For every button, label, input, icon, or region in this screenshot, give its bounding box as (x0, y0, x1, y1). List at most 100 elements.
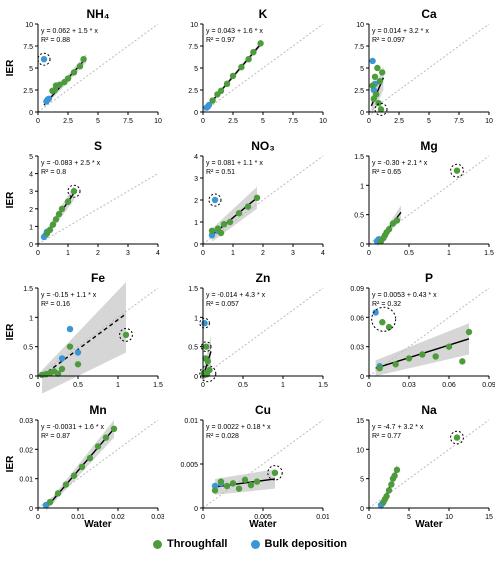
svg-text:0.06: 0.06 (442, 382, 456, 389)
panel-Ca: 02.557.51002.557.510Cay = 0.014 + 3.2 * … (335, 6, 495, 134)
svg-text:1.5: 1.5 (354, 154, 364, 161)
svg-text:S: S (94, 139, 102, 153)
svg-text:0.09: 0.09 (350, 286, 364, 293)
svg-text:R² = 0.32: R² = 0.32 (372, 301, 401, 308)
svg-text:10: 10 (319, 118, 327, 125)
svg-text:0.01: 0.01 (19, 477, 33, 484)
panel-Mn: 00.010.020.0300.010.020.03Mny = -0.0031 … (4, 402, 164, 530)
svg-text:0: 0 (367, 250, 371, 257)
svg-text:0: 0 (36, 118, 40, 125)
panel-S: 01234012345Sy = -0.083 + 2.5 * xR² = 0.8… (4, 138, 164, 266)
svg-text:0: 0 (29, 374, 33, 381)
svg-text:R² = 0.8: R² = 0.8 (41, 169, 66, 176)
svg-text:0.5: 0.5 (238, 382, 248, 389)
panel-Mg: 00.511.500.511.5Mgy = -0.30 + 2.1 * xR² … (335, 138, 495, 266)
svg-text:2: 2 (194, 198, 198, 205)
svg-text:y = -0.15 + 1.1 * x: y = -0.15 + 1.1 * x (41, 292, 97, 299)
svg-text:10: 10 (485, 118, 493, 125)
svg-text:0.06: 0.06 (350, 315, 364, 322)
svg-text:1: 1 (29, 224, 33, 231)
svg-text:0.5: 0.5 (23, 345, 33, 352)
svg-text:R² = 0.097: R² = 0.097 (372, 37, 405, 44)
svg-text:10: 10 (154, 118, 162, 125)
svg-text:4: 4 (321, 250, 325, 257)
svg-text:5: 5 (29, 154, 33, 161)
svg-text:1: 1 (116, 382, 120, 389)
svg-text:y = 0.0053 + 0.43 * x: y = 0.0053 + 0.43 * x (372, 292, 437, 299)
svg-text:7.5: 7.5 (354, 44, 364, 51)
svg-text:7.5: 7.5 (23, 44, 33, 51)
svg-text:0: 0 (201, 514, 205, 521)
legend: Throughfall Bulk deposition (0, 534, 500, 556)
svg-text:5: 5 (261, 118, 265, 125)
svg-text:2: 2 (96, 250, 100, 257)
svg-text:0: 0 (201, 118, 205, 125)
svg-text:R² = 0.88: R² = 0.88 (41, 37, 70, 44)
svg-text:10: 10 (445, 514, 453, 521)
svg-text:5: 5 (407, 514, 411, 521)
svg-text:1: 1 (231, 250, 235, 257)
svg-text:10: 10 (191, 22, 199, 29)
panel-NO₃: 0123401234NO₃y = 0.081 + 1.1 * xR² = 0.5… (169, 138, 329, 266)
svg-text:1: 1 (29, 315, 33, 322)
svg-text:10: 10 (356, 22, 364, 29)
svg-text:y = 0.0022 + 0.18 * x: y = 0.0022 + 0.18 * x (206, 424, 271, 431)
svg-text:7.5: 7.5 (189, 44, 199, 51)
panel-NH₄: 02.557.51002.557.510NH₄y = 0.062 + 1.5 *… (4, 6, 164, 134)
svg-text:y = 0.043 + 1.6 * x: y = 0.043 + 1.6 * x (206, 28, 263, 35)
svg-text:0.03: 0.03 (19, 418, 33, 425)
svg-text:R² = 0.77: R² = 0.77 (372, 433, 401, 440)
svg-text:5: 5 (96, 118, 100, 125)
svg-text:1.5: 1.5 (189, 286, 199, 293)
svg-text:2.5: 2.5 (189, 88, 199, 95)
svg-text:2.5: 2.5 (63, 118, 73, 125)
svg-text:1.5: 1.5 (153, 382, 163, 389)
svg-text:0.5: 0.5 (73, 382, 83, 389)
svg-text:0.03: 0.03 (151, 514, 164, 521)
svg-text:R² = 0.87: R² = 0.87 (41, 433, 70, 440)
svg-text:Water: Water (84, 519, 112, 530)
svg-text:7.5: 7.5 (288, 118, 298, 125)
panel-Na: 051015051015Nay = -4.7 + 3.2 * xR² = 0.7… (335, 402, 495, 530)
svg-text:4: 4 (156, 250, 160, 257)
svg-text:P: P (425, 271, 433, 285)
svg-text:R² = 0.97: R² = 0.97 (206, 37, 235, 44)
svg-text:7.5: 7.5 (454, 118, 464, 125)
panel-K: 02.557.51002.557.510Ky = 0.043 + 1.6 * x… (169, 6, 329, 134)
svg-text:IER: IER (5, 455, 16, 472)
svg-text:0.5: 0.5 (404, 250, 414, 257)
svg-text:2.5: 2.5 (354, 88, 364, 95)
svg-text:IER: IER (5, 191, 16, 208)
svg-text:0: 0 (194, 506, 198, 513)
svg-text:1: 1 (447, 250, 451, 257)
chart-grid: 02.557.51002.557.510NH₄y = 0.062 + 1.5 *… (0, 0, 500, 534)
svg-text:5: 5 (427, 118, 431, 125)
svg-text:0: 0 (360, 242, 364, 249)
svg-text:2.5: 2.5 (23, 88, 33, 95)
svg-text:1: 1 (194, 220, 198, 227)
svg-text:y = -0.0031 + 1.6 * x: y = -0.0031 + 1.6 * x (41, 424, 105, 431)
svg-text:R² = 0.16: R² = 0.16 (41, 301, 70, 308)
svg-text:1: 1 (66, 250, 70, 257)
svg-text:2: 2 (29, 207, 33, 214)
svg-text:NH₄: NH₄ (86, 7, 109, 21)
svg-text:R² = 0.057: R² = 0.057 (206, 301, 239, 308)
svg-text:3: 3 (291, 250, 295, 257)
svg-text:0: 0 (367, 514, 371, 521)
svg-text:3: 3 (194, 176, 198, 183)
svg-text:0.01: 0.01 (317, 514, 330, 521)
svg-text:0: 0 (367, 382, 371, 389)
panel-Cu: 00.0050.0100.0050.01Cuy = 0.0022 + 0.18 … (169, 402, 329, 530)
svg-text:0: 0 (201, 250, 205, 257)
svg-text:0.03: 0.03 (350, 345, 364, 352)
svg-text:5: 5 (360, 477, 364, 484)
panel-P: 00.030.060.0900.030.060.09Py = 0.0053 + … (335, 270, 495, 398)
svg-text:Ca: Ca (421, 7, 437, 21)
svg-text:0.09: 0.09 (482, 382, 495, 389)
svg-text:Na: Na (421, 403, 437, 417)
svg-text:3: 3 (126, 250, 130, 257)
panel-Fe: 00.511.500.511.5Fey = -0.15 + 1.1 * xR² … (4, 270, 164, 398)
svg-text:0: 0 (29, 242, 33, 249)
svg-text:0.005: 0.005 (181, 462, 199, 469)
svg-text:0.01: 0.01 (185, 418, 199, 425)
